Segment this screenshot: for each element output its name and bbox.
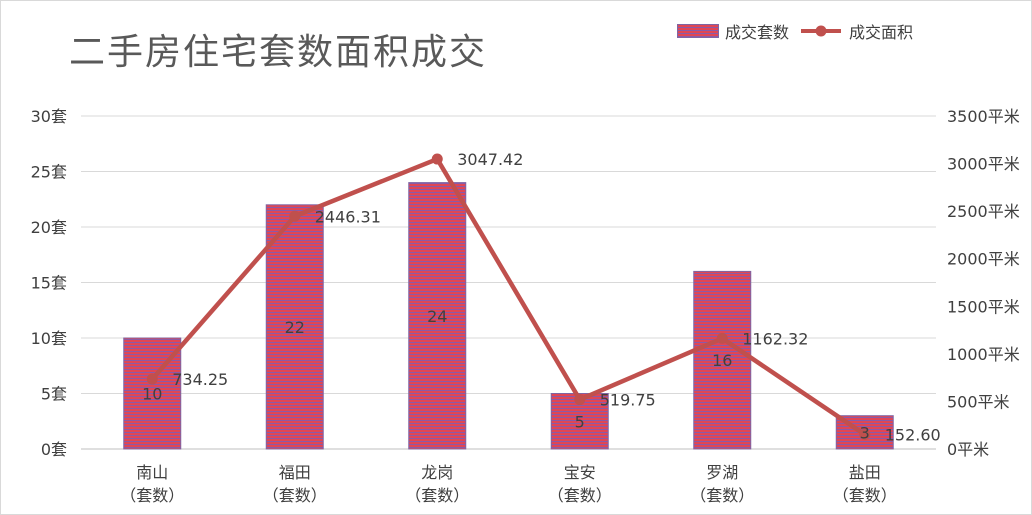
line-data-label: 734.25 [172,370,228,389]
line-data-label: 2446.31 [315,207,381,226]
bar [693,270,752,450]
x-tick-label: 盐田 [849,463,881,482]
x-tick-label: 龙岗 [421,463,453,482]
bar-data-label: 24 [427,307,447,326]
line-point [146,373,158,385]
bar [265,204,324,450]
y-left-tick-label: 15套 [31,274,67,293]
bar-data-label: 16 [712,351,732,370]
x-tick-sublabel: （套数） [833,486,897,505]
legend-line-swatch [801,25,842,37]
x-tick-sublabel: （套数） [405,486,469,505]
legend-bar-swatch [677,24,719,38]
bar-data-label: 10 [142,385,162,404]
y-right-tick-label: 0平米 [947,440,989,459]
y-left-tick-label: 5套 [41,385,67,404]
line-data-label: 3047.42 [457,150,523,169]
y-left-tick-label: 20套 [31,218,67,237]
legend-bar-label: 成交套数 [725,23,790,42]
x-tick-sublabel: （套数） [548,486,612,505]
y-left-tick-label: 0套 [41,440,67,459]
line-point [289,210,301,222]
x-tick-sublabel: （套数） [263,486,327,505]
line-point [859,428,871,440]
x-tick-label: 福田 [279,463,311,482]
y-right-tick-label: 2000平米 [947,250,1020,269]
chart-title: 二手房住宅套数面积成交 [69,32,488,73]
y-right-tick-label: 2500平米 [947,202,1020,221]
y-left-tick-label: 10套 [31,329,67,348]
line-series [150,156,867,437]
y-right-tick-label: 1500平米 [947,297,1020,316]
x-tick-label: 宝安 [564,463,596,482]
bar-data-label: 5 [575,412,585,431]
y-right-tick-label: 3500平米 [947,107,1020,126]
y-right-tick-label: 500平米 [947,392,1010,411]
legend-item-line: 成交面积 [799,19,913,43]
bar-data-label: 3 [860,423,870,442]
bar-data-label: 22 [285,318,305,337]
x-tick-sublabel: （套数） [120,486,184,505]
bar [408,182,467,450]
y-right-tick-label: 1000平米 [947,345,1020,364]
legend-item-bar: 成交套数 [677,19,789,43]
legend-line-label: 成交面积 [849,23,914,42]
y-left-tick-label: 30套 [31,107,67,126]
line-point [431,153,443,165]
legend: 成交套数 成交面积 [677,19,913,43]
line-point [716,332,728,344]
x-tick-label: 南山 [136,463,168,482]
line-data-label: 519.75 [600,391,656,410]
y-right-tick-label: 3000平米 [947,155,1020,174]
line-point [574,394,586,406]
x-tick-label: 罗湖 [706,463,738,482]
line-data-label: 152.60 [885,425,941,444]
x-tick-sublabel: （套数） [690,486,754,505]
line-data-label: 1162.32 [742,329,808,348]
y-left-tick-label: 25套 [31,163,67,182]
